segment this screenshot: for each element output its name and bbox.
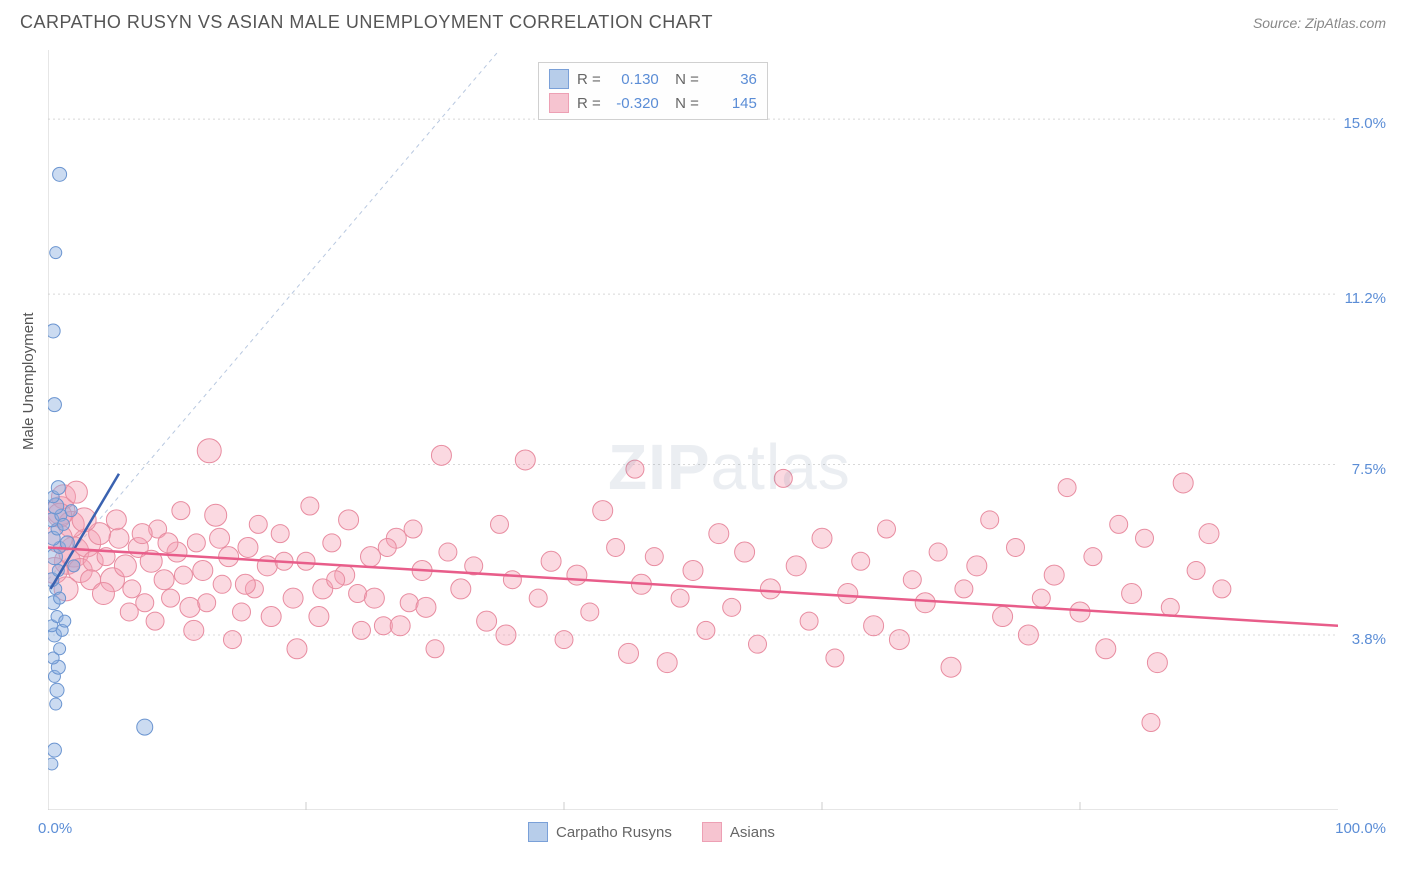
swatch-asians-icon bbox=[702, 822, 722, 842]
y-tick-label: 3.8% bbox=[1352, 631, 1386, 648]
legend-row-asians: R = -0.320 N = 145 bbox=[549, 91, 757, 115]
legend-row-carpatho: R = 0.130 N = 36 bbox=[549, 67, 757, 91]
series-legend: Carpatho Rusyns Asians bbox=[528, 822, 775, 842]
scatter-plot bbox=[48, 50, 1338, 810]
r-value-carpatho: 0.130 bbox=[609, 71, 659, 88]
x-tick-label: 100.0% bbox=[1335, 820, 1386, 837]
y-axis-label: Male Unemployment bbox=[20, 312, 37, 450]
y-tick-label: 7.5% bbox=[1352, 461, 1386, 478]
legend-item-carpatho: Carpatho Rusyns bbox=[528, 822, 672, 842]
correlation-legend: R = 0.130 N = 36 R = -0.320 N = 145 bbox=[538, 62, 768, 120]
n-value-asians: 145 bbox=[707, 95, 757, 112]
legend-item-asians: Asians bbox=[702, 822, 775, 842]
chart-container: Male Unemployment ZIPatlas R = 0.130 N =… bbox=[48, 50, 1388, 840]
chart-title: CARPATHO RUSYN VS ASIAN MALE UNEMPLOYMEN… bbox=[20, 12, 713, 33]
swatch-carpatho-icon bbox=[528, 822, 548, 842]
n-value-carpatho: 36 bbox=[707, 71, 757, 88]
legend-label-asians: Asians bbox=[730, 824, 775, 841]
swatch-carpatho bbox=[549, 69, 569, 89]
swatch-asians bbox=[549, 93, 569, 113]
source-attribution: Source: ZipAtlas.com bbox=[1253, 15, 1386, 31]
x-tick-label: 0.0% bbox=[38, 820, 72, 837]
y-tick-label: 11.2% bbox=[1345, 290, 1386, 307]
y-tick-label: 15.0% bbox=[1343, 115, 1386, 132]
r-value-asians: -0.320 bbox=[609, 95, 659, 112]
legend-label-carpatho: Carpatho Rusyns bbox=[556, 824, 672, 841]
